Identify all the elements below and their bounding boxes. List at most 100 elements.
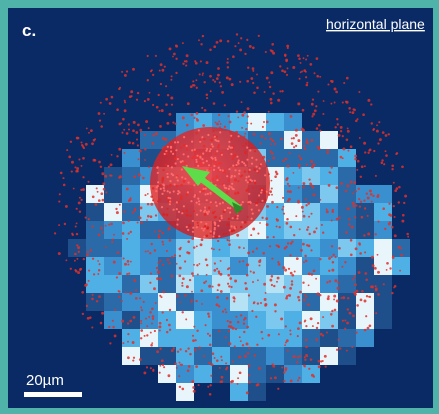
dot — [243, 111, 246, 114]
dot — [239, 340, 242, 343]
dot — [299, 354, 302, 358]
dot — [123, 210, 126, 213]
dot — [308, 215, 311, 218]
dot — [168, 262, 171, 265]
dot — [235, 315, 238, 318]
dot — [140, 309, 144, 312]
dot — [137, 123, 140, 127]
dot — [215, 77, 219, 80]
dot — [127, 333, 130, 336]
dot — [219, 123, 222, 125]
dot — [127, 356, 130, 360]
dot — [341, 319, 344, 322]
dot — [282, 205, 285, 208]
dot — [150, 343, 153, 347]
dot — [75, 222, 78, 225]
dot — [302, 281, 305, 284]
dot — [359, 175, 363, 179]
nucleus-dot — [169, 200, 172, 203]
nucleus-dot — [182, 153, 185, 156]
cell-tile — [338, 257, 356, 275]
dot — [101, 311, 105, 315]
cell-tile — [86, 293, 104, 311]
dot — [294, 128, 298, 132]
dot — [97, 260, 100, 262]
dot — [360, 165, 364, 169]
dot — [162, 243, 165, 246]
nucleus-dot — [230, 153, 233, 156]
dot — [341, 157, 344, 160]
dot — [291, 273, 295, 277]
dot — [128, 272, 131, 275]
dot — [174, 362, 177, 365]
nucleus-dot — [214, 138, 217, 142]
dot — [349, 111, 352, 114]
dot — [267, 333, 271, 337]
dot — [105, 97, 108, 101]
dot — [207, 385, 210, 388]
dot — [303, 145, 306, 147]
cell-tile — [284, 329, 302, 347]
dot — [279, 90, 282, 93]
dot — [154, 302, 157, 304]
dot — [146, 325, 149, 328]
dot — [131, 341, 135, 344]
nucleus-dot — [217, 224, 220, 227]
dot — [271, 193, 273, 196]
dot — [192, 80, 195, 83]
cell-tile — [212, 257, 230, 275]
dot — [91, 142, 94, 146]
cell-tile — [230, 365, 248, 383]
dot — [307, 226, 310, 229]
dot — [185, 60, 188, 63]
dot — [284, 367, 288, 370]
nucleus-dot — [218, 202, 222, 205]
dot — [118, 176, 121, 179]
dot — [334, 256, 337, 259]
dot — [395, 152, 398, 156]
cell-tile — [122, 275, 140, 293]
dot — [352, 278, 355, 281]
dot — [240, 37, 243, 40]
cell-tile — [248, 275, 266, 293]
nucleus-dot — [219, 168, 222, 172]
cell-tile — [320, 131, 338, 149]
dot — [140, 329, 144, 332]
dot — [298, 155, 301, 158]
dot — [196, 264, 199, 267]
dot — [210, 374, 213, 377]
nucleus-dot — [199, 140, 202, 143]
dot — [252, 302, 255, 305]
cell-tile — [140, 311, 158, 329]
dot — [167, 374, 171, 378]
dot — [159, 294, 162, 297]
dot — [377, 293, 380, 296]
dot — [310, 165, 314, 169]
dot — [284, 157, 288, 161]
dot — [239, 314, 243, 317]
nucleus-dot — [217, 140, 220, 143]
dot — [135, 297, 138, 300]
nucleus-dot — [170, 150, 173, 153]
cell-tile — [158, 257, 176, 275]
dot — [100, 192, 104, 196]
cell-tile — [284, 221, 302, 239]
cell-tile — [194, 347, 212, 365]
dot — [337, 281, 340, 284]
dot — [336, 118, 339, 121]
dot — [406, 232, 409, 236]
dot — [198, 262, 201, 265]
dot — [109, 342, 112, 345]
dot — [84, 216, 87, 219]
dot — [277, 262, 281, 266]
dot — [377, 220, 380, 223]
dot — [238, 355, 242, 359]
dot — [178, 274, 182, 278]
dot — [307, 272, 311, 276]
dot — [118, 147, 122, 151]
dot — [381, 159, 384, 162]
nucleus-dot — [195, 201, 198, 204]
dot — [95, 187, 98, 190]
dot — [272, 92, 275, 95]
dot — [375, 129, 379, 133]
